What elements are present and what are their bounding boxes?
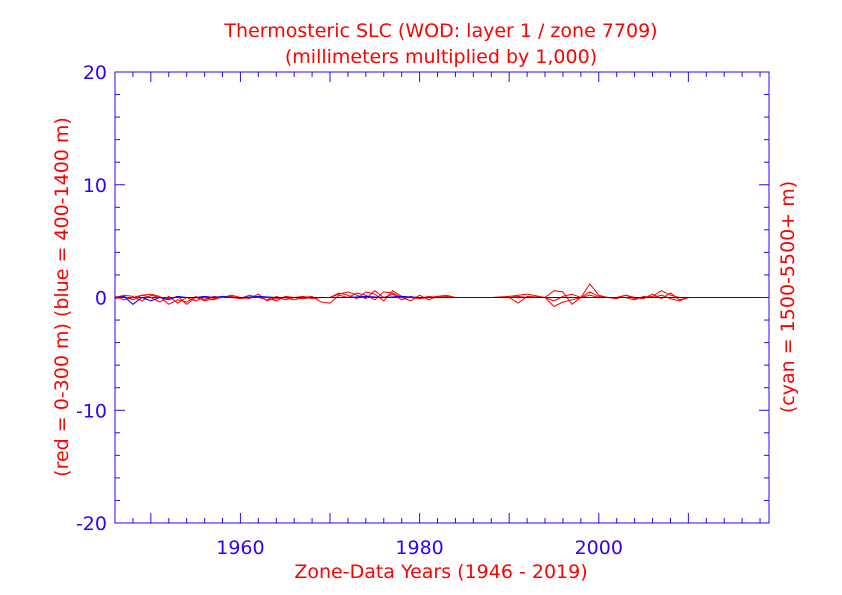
series-line-red-1 <box>114 283 769 306</box>
y-tick-label: 20 <box>83 62 107 84</box>
x-tick-label: 1980 <box>395 537 443 559</box>
x-tick-label: 2000 <box>575 537 623 559</box>
series-line-blue-1 <box>114 295 769 305</box>
y-axis-label-right: (cyan = 1500-5500+ m) <box>777 181 799 413</box>
y-tick-label: 0 <box>95 288 107 310</box>
chart-subtitle: (millimeters multiplied by 1,000) <box>285 46 597 68</box>
y-tick-label: 10 <box>83 175 107 197</box>
x-tick-label: 1960 <box>216 537 264 559</box>
y-tick-label: -10 <box>76 400 107 422</box>
chart-title: Thermosteric SLC (WOD: layer 1 / zone 77… <box>223 20 657 42</box>
x-axis-label: Zone-Data Years (1946 - 2019) <box>294 561 587 583</box>
y-axis-label-left: (red = 0-300 m) (blue = 400-1400 m) <box>51 117 73 477</box>
tick-labels: 1960 1980 2000 -20 -10 0 10 20 <box>76 62 623 559</box>
ticks-layer <box>115 71 769 524</box>
y-tick-label: -20 <box>76 513 107 535</box>
series-layer <box>114 283 769 308</box>
